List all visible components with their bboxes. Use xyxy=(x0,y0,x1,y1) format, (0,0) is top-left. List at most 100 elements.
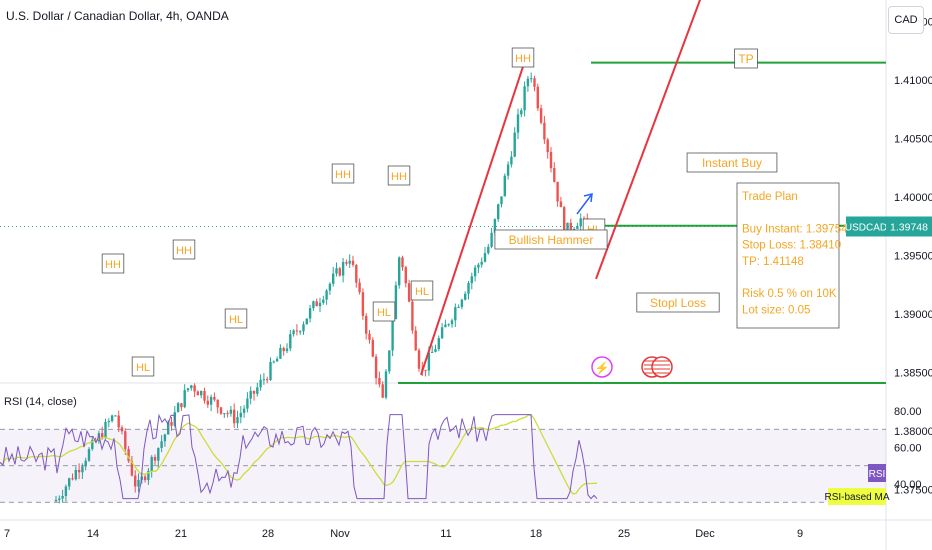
us-flag-icon xyxy=(651,356,673,378)
time-axis-label: Nov xyxy=(330,528,350,540)
candle-body xyxy=(378,378,381,385)
lightning-event-icon xyxy=(591,356,613,378)
swing-label-hh: HH xyxy=(515,53,531,65)
candle-body xyxy=(74,469,77,480)
time-axis-label: Dec xyxy=(695,528,715,540)
candle-body xyxy=(490,232,493,247)
candle-body xyxy=(569,222,572,231)
candle-body xyxy=(249,390,252,399)
candle-body xyxy=(81,466,84,473)
price-axis-label: 1.41000 xyxy=(894,75,932,87)
candle-body xyxy=(500,196,503,205)
candle-body xyxy=(388,350,391,372)
swing-label-hl: HL xyxy=(229,314,243,326)
candle-body xyxy=(341,262,345,276)
hammer-arrow-head xyxy=(583,193,593,203)
candle-body xyxy=(549,152,553,169)
candle-body xyxy=(480,261,483,265)
time-axis-label: 25 xyxy=(618,528,630,540)
last-price-text: 1.39748 xyxy=(890,221,928,233)
time-axis-label: 21 xyxy=(175,528,187,540)
candle-body xyxy=(424,369,427,371)
time-axis-label: 14 xyxy=(87,528,99,540)
candle-body xyxy=(229,409,233,414)
rsi-ma-badge xyxy=(828,488,886,505)
candle-body xyxy=(536,86,539,109)
currency-button[interactable]: CAD xyxy=(888,6,924,34)
swing-label-hl: HL xyxy=(415,286,429,298)
instant-buy-label: Instant Buy xyxy=(702,156,762,170)
candle-body xyxy=(407,283,411,302)
candle-body xyxy=(252,390,256,394)
candle-body xyxy=(464,293,467,300)
candle-body xyxy=(239,412,242,418)
candle-body xyxy=(467,283,470,294)
candle-body xyxy=(58,498,61,500)
candle-body xyxy=(147,470,150,481)
candle-body xyxy=(516,114,520,133)
candle-body xyxy=(137,479,140,487)
trade-plan-line: Buy Instant: 1.39754 xyxy=(742,223,848,235)
candle-body xyxy=(302,324,305,332)
candle-body xyxy=(328,283,332,291)
candle-body xyxy=(318,302,322,307)
swing-label-hh-box xyxy=(101,253,125,274)
trade-plan-line: Lot size: 0.05 xyxy=(742,304,810,316)
candle-body xyxy=(242,408,246,413)
price-axis-label: 1.38500 xyxy=(894,368,932,380)
swing-label-hh-box xyxy=(387,165,411,186)
lightning-glyph: ⚡ xyxy=(595,361,610,375)
candle-body xyxy=(223,413,226,415)
candle-body xyxy=(427,352,431,371)
candle-body xyxy=(576,226,579,229)
candle-body xyxy=(91,439,94,450)
candle-body xyxy=(473,267,477,277)
stop-loss-label-box xyxy=(636,292,720,313)
candle-body xyxy=(143,476,147,481)
candle-body xyxy=(543,122,546,140)
swing-label-hh: HH xyxy=(391,171,407,183)
candle-body xyxy=(219,407,223,414)
candle-body xyxy=(368,333,371,340)
candle-body xyxy=(114,415,117,417)
price-axis-label: 1.40500 xyxy=(894,134,932,146)
candle-body xyxy=(417,350,421,369)
candle-body xyxy=(374,356,378,379)
candle-body xyxy=(157,448,160,461)
candle-body xyxy=(101,433,104,439)
candle-body xyxy=(497,204,500,220)
candle-body xyxy=(470,276,473,284)
candle-body xyxy=(213,396,216,400)
candle-body xyxy=(190,385,193,389)
rsi-axis-label: 60.00 xyxy=(894,443,922,455)
candle-body xyxy=(513,132,516,157)
price-axis-label: 1.39500 xyxy=(894,251,932,263)
candle-body xyxy=(391,319,394,351)
candle-body xyxy=(506,164,510,176)
candle-body xyxy=(117,415,120,428)
candle-body xyxy=(477,264,480,268)
candle-body xyxy=(134,475,137,487)
candle-body xyxy=(398,257,401,286)
candle-body xyxy=(526,78,530,87)
candle-body xyxy=(308,308,312,319)
candle-body xyxy=(206,400,209,405)
candle-body xyxy=(68,478,71,487)
candle-body xyxy=(434,349,437,352)
trade-plan-box xyxy=(736,182,840,329)
candle-body xyxy=(335,268,338,274)
bullish-hammer-label: Bullish Hammer xyxy=(509,233,594,247)
candle-body xyxy=(299,331,302,333)
candle-body xyxy=(556,181,559,202)
candle-body xyxy=(226,413,229,415)
swing-label-hl: HL xyxy=(136,362,150,374)
candle-body xyxy=(236,417,239,424)
candle-body xyxy=(107,421,110,423)
candle-body xyxy=(431,351,434,353)
candle-body xyxy=(493,219,497,233)
candle-body xyxy=(579,218,582,227)
candle-body xyxy=(153,456,157,461)
candle-body xyxy=(193,385,196,392)
candle-body xyxy=(325,290,328,300)
